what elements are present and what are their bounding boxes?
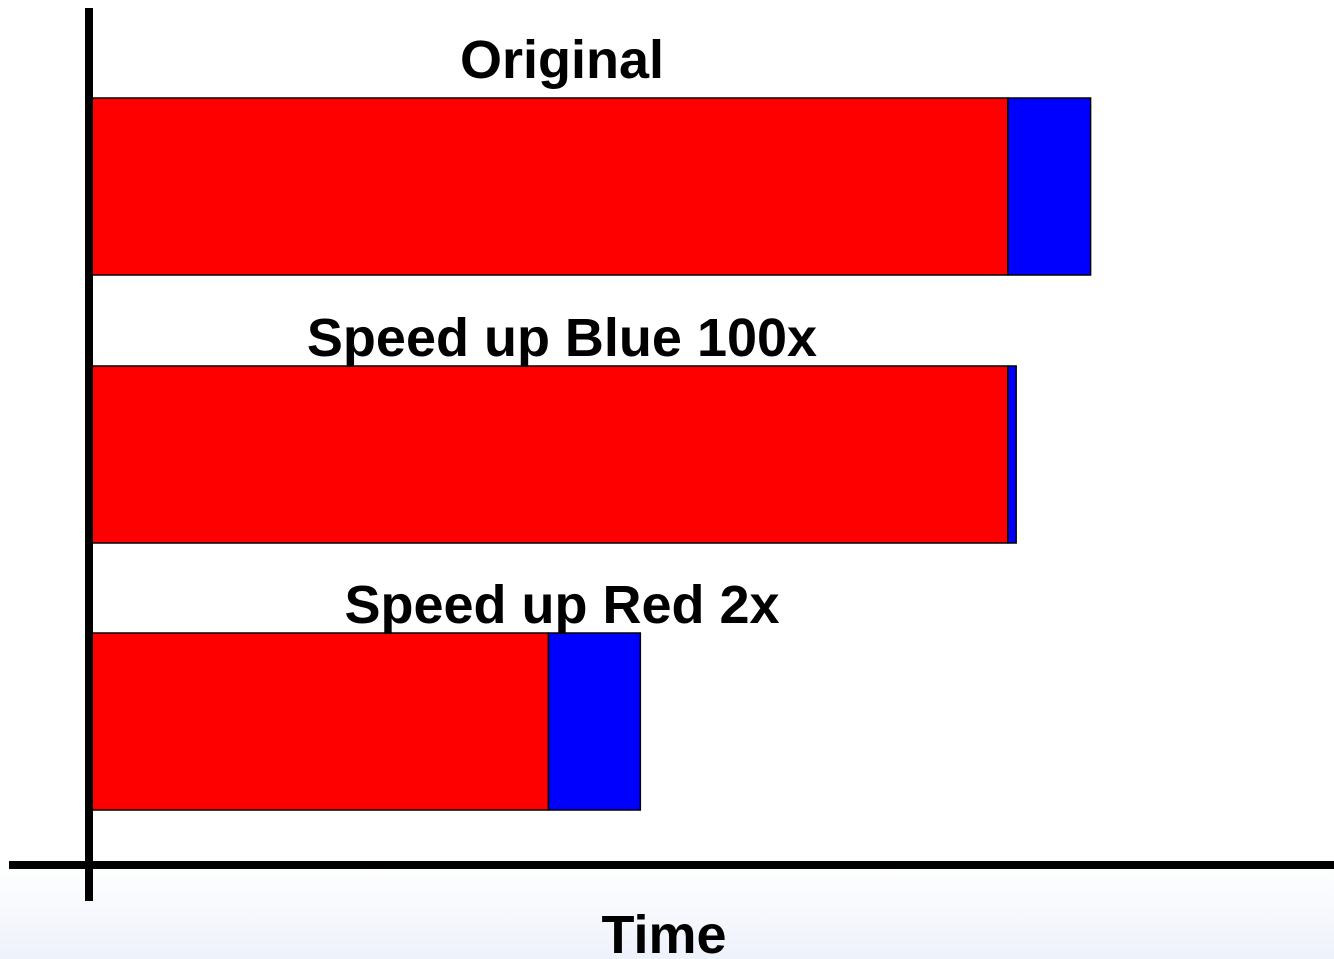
x-axis-label: Time	[601, 905, 726, 959]
bar-label-2: Speed up Blue 100x	[307, 308, 817, 368]
bar-label-1: Original	[460, 30, 664, 90]
bar-label-3: Speed up Red 2x	[344, 575, 779, 635]
row-labels-group: Original Speed up Blue 100x Speed up Red 2…	[307, 30, 817, 635]
bar-2-blue-segment	[1007, 365, 1017, 544]
bar-3-red-segment	[88, 632, 550, 811]
bar-2-red-segment	[88, 365, 1009, 544]
bar-1-red-segment	[88, 97, 1009, 276]
bar-1-blue-segment	[1007, 97, 1092, 276]
bar-3-blue-segment	[547, 632, 642, 811]
bars-group	[88, 97, 1092, 811]
